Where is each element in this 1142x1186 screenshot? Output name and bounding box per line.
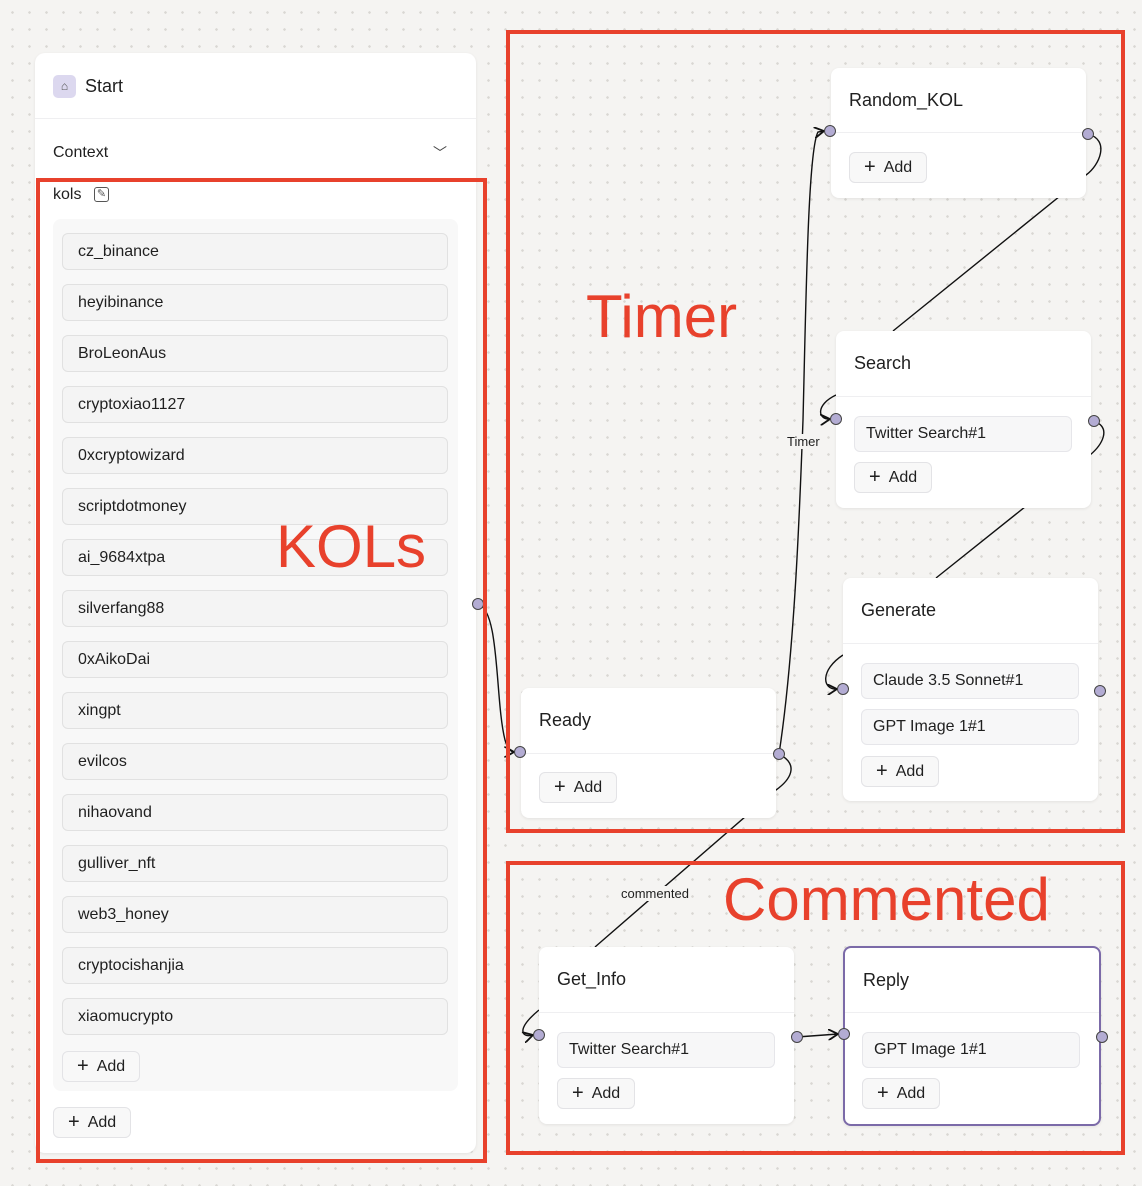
plus-icon: + [77,1055,89,1077]
random-kol-node[interactable]: Random_KOL + Add [831,68,1086,198]
divider [521,753,776,754]
search-input-handle[interactable] [830,413,842,425]
add-label: Add [87,1114,117,1131]
add-label: Add [896,1085,926,1102]
divider [836,396,1091,397]
node-title: Random_KOL [849,90,964,110]
generate-node[interactable]: Generate Claude 3.5 Sonnet#1 GPT Image 1… [843,578,1098,801]
plus-icon: + [68,1111,80,1133]
kol-item[interactable]: xingpt [62,692,448,729]
divider [845,1012,1099,1013]
reply-node[interactable]: Reply GPT Image 1#1 + Add [843,946,1101,1126]
kol-item[interactable]: BroLeonAus [62,335,448,372]
node-title: Get_Info [557,969,627,989]
kol-item[interactable]: gulliver_nft [62,845,448,882]
ready-output-handle[interactable] [773,748,785,760]
add-button[interactable]: + Add [849,152,928,183]
edge-ready-getinfo [523,753,792,1036]
tool-item[interactable]: Twitter Search#1 [557,1032,775,1068]
timer-annotation-label: Timer [586,283,738,350]
edge-label-commented: commented [619,886,691,901]
node-title: Ready [539,710,592,730]
add-button[interactable]: + Add [539,772,618,803]
home-icon: ⌂ [53,75,76,98]
add-label: Add [591,1085,621,1102]
node-title: Search [854,353,912,373]
tool-item[interactable]: Twitter Search#1 [854,416,1072,452]
get-info-input-handle[interactable] [533,1029,545,1041]
kol-item[interactable]: 0xAikoDai [62,641,448,678]
plus-icon: + [869,466,881,488]
context-add-button[interactable]: + Add [53,1107,132,1138]
add-label: Add [888,469,918,486]
add-label: Add [895,763,925,780]
kol-item[interactable]: xiaomucrypto [62,998,448,1035]
context-label[interactable]: Context [53,144,109,161]
reply-input-handle[interactable] [838,1028,850,1040]
generate-output-handle[interactable] [1094,685,1106,697]
kol-item[interactable]: scriptdotmoney [62,488,448,525]
get-info-node[interactable]: Get_Info Twitter Search#1 + Add [539,947,794,1124]
commented-annotation-box [506,861,1125,1155]
tool-item[interactable]: GPT Image 1#1 [862,1032,1080,1068]
divider [35,118,476,119]
reply-output-handle[interactable] [1096,1031,1108,1043]
edge-getinfo-reply [796,1034,838,1037]
plus-icon: + [877,1082,889,1104]
chevron-down-icon[interactable]: ﹀ [433,145,447,161]
add-button[interactable]: + Add [854,462,933,493]
add-button[interactable]: + Add [862,1078,941,1109]
edge-label-timer: Timer [785,434,822,449]
search-node[interactable]: Search Twitter Search#1 + Add [836,331,1091,508]
tool-item[interactable]: GPT Image 1#1 [861,709,1079,745]
ready-node[interactable]: Ready + Add [521,688,776,818]
divider [843,643,1098,644]
divider [831,132,1086,133]
edge-ready-random [778,131,824,755]
kol-item[interactable]: heyibinance [62,284,448,321]
generate-input-handle[interactable] [837,683,849,695]
kol-item[interactable]: cz_binance [62,233,448,270]
start-title: Start [85,76,124,96]
edit-icon[interactable]: ✎ [94,187,109,202]
get-info-output-handle[interactable] [791,1031,803,1043]
kol-item[interactable]: 0xcryptowizard [62,437,448,474]
plus-icon: + [864,156,876,178]
plus-icon: + [572,1082,584,1104]
timer-annotation-box [506,30,1125,833]
kol-item[interactable]: silverfang88 [62,590,448,627]
add-label: Add [883,159,913,176]
node-title: Reply [863,970,910,990]
kols-annotation-label: KOLs [276,513,427,580]
edge-start-ready [477,603,514,752]
kol-item[interactable]: nihaovand [62,794,448,831]
kol-item[interactable]: evilcos [62,743,448,780]
random-kol-output-handle[interactable] [1082,128,1094,140]
tool-item[interactable]: Claude 3.5 Sonnet#1 [861,663,1079,699]
add-button[interactable]: + Add [557,1078,636,1109]
kol-item[interactable]: cryptocishanjia [62,947,448,984]
variable-name: kols [53,186,82,203]
plus-icon: + [554,776,566,798]
divider [539,1012,794,1013]
commented-annotation-label: Commented [723,866,1050,933]
add-label: Add [573,779,603,796]
node-title: Generate [861,600,937,620]
kols-annotation-box [36,178,487,1163]
add-button[interactable]: + Add [861,756,940,787]
kols-list-add-button[interactable]: + Add [62,1051,141,1082]
kol-item[interactable]: ai_9684xtpa [62,539,448,576]
add-label: Add [96,1058,126,1075]
ready-input-handle[interactable] [514,746,526,758]
search-output-handle[interactable] [1088,415,1100,427]
edge-random-search [821,133,1102,419]
random-kol-input-handle[interactable] [824,125,836,137]
kol-item[interactable]: cryptoxiao1127 [62,386,448,423]
kol-item[interactable]: web3_honey [62,896,448,933]
plus-icon: + [876,760,888,782]
